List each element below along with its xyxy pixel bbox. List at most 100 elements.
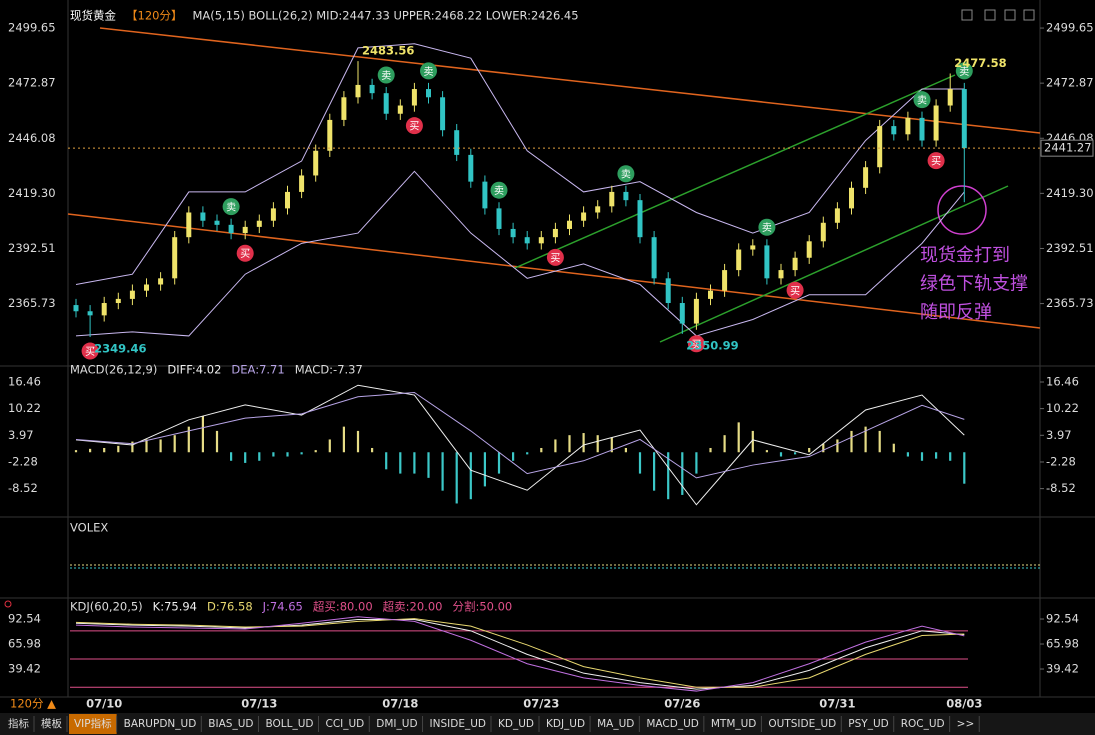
tab[interactable]: KD_UD [498,718,534,730]
tab[interactable]: CCI_UD [325,718,364,730]
signal-label: 卖 [959,66,969,78]
kdj-line [75,616,965,692]
tab[interactable]: OUTSIDE_UD [768,718,836,730]
tab[interactable]: MA_UD [597,718,634,730]
candle-body [651,237,657,279]
candle-body [270,208,276,221]
header-label: 【120分】 [126,9,182,23]
y-tick-label: 39.42 [1046,662,1079,676]
annotation: 随即反弹 [920,302,992,323]
candle-body [877,126,883,168]
tab[interactable]: BIAS_UD [208,718,253,730]
tab-bar [0,713,1095,735]
candle-body [820,222,826,242]
y-tick-label: 2365.73 [1046,296,1094,310]
header-label: 现货黄金 [70,9,116,23]
tab[interactable]: 模板 [41,717,62,730]
signal-label: 卖 [381,70,391,82]
y-tick-label: 2446.08 [8,131,56,145]
boll-upper [75,43,965,285]
signal-badge [377,66,395,84]
signal-label: 买 [240,248,250,260]
trendline [514,74,956,269]
candle-body [905,117,911,135]
header-label: DIFF:4.02 [167,363,221,377]
header-label: D:76.58 [207,600,253,614]
header-label: MA(5,15) BOLL(26,2) MID:2447.33 UPPER:24… [192,9,578,23]
tab[interactable]: ROC_UD [901,718,945,730]
signal-badge [617,165,635,183]
candle-body [947,89,953,106]
y-tick-label: -8.52 [8,481,38,495]
tab[interactable]: MTM_UD [711,718,757,730]
header-label: DEA:7.71 [231,363,284,377]
candle-body [299,175,305,192]
tab[interactable]: DMI_UD [376,718,417,730]
candle-body [397,105,403,114]
candle-body [186,212,192,238]
tab[interactable]: PSY_UD [848,718,888,730]
candle-body [524,237,530,244]
icon[interactable] [961,9,973,21]
signal-badge [405,117,423,135]
candle-body [440,97,446,131]
candle-body [242,226,248,234]
candle-body [172,237,178,279]
candle-body [383,93,389,114]
tab[interactable]: INSIDE_UD [430,718,486,730]
candle-body [355,84,361,98]
signal-label: 卖 [621,169,631,181]
y-tick-label: -8.52 [1046,481,1076,495]
period-selector[interactable]: 120分 ▲ [10,697,56,711]
candle-body [778,270,784,279]
icon[interactable] [984,9,996,21]
boll-lower [75,170,965,337]
trendline [659,185,1009,343]
x-tick-label: 07/23 [523,697,559,711]
signal-badge [786,281,804,299]
icon[interactable] [1004,9,1016,21]
header-label: MACD(26,12,9) [70,363,157,377]
signal-label: 卖 [917,95,927,107]
tab[interactable]: VIP指标 [74,717,112,730]
price-label: 2483.56 [362,44,414,58]
candle-body [665,278,671,304]
candle-body [609,191,615,207]
signal-badge [236,244,254,262]
candle-body [129,290,135,299]
signal-label: 买 [691,339,701,351]
signal-badge [546,248,564,266]
y-tick-label: 39.42 [8,662,41,676]
tab[interactable]: BARUPDN_UD [124,718,197,730]
x-tick-label: 07/26 [664,697,700,711]
candle-body [764,245,770,279]
tab[interactable]: BOLL_UD [265,718,313,730]
icon[interactable] [1023,9,1035,21]
y-tick-label: 92.54 [8,612,41,626]
tab[interactable]: KDJ_UD [546,718,585,730]
signal-badge [913,91,931,109]
candle-body [285,191,290,209]
candle-body [510,228,516,238]
x-tick-label: 07/18 [382,697,418,711]
candle-body [256,220,262,227]
tab[interactable]: MACD_UD [646,718,699,730]
signal-label: 买 [550,252,560,264]
candle-body [538,237,544,244]
signal-label: 买 [790,285,800,297]
y-tick-label: 16.46 [1046,374,1079,388]
candle-body [961,89,967,149]
kdj-line [75,619,965,690]
y-tick-label: 65.98 [1046,637,1079,651]
candle-body [327,119,333,151]
tab-highlight [69,714,117,734]
candle-body [891,126,897,135]
toolbar-icons [961,9,1035,21]
y-tick-label: -2.28 [8,454,38,468]
y-tick-label: 2472.87 [8,76,56,90]
tab[interactable]: >> [957,718,975,730]
tab[interactable]: 指标 [8,717,29,730]
y-tick-label: 16.46 [8,374,41,388]
candle-body [87,311,93,316]
panel-icon[interactable] [4,600,12,608]
